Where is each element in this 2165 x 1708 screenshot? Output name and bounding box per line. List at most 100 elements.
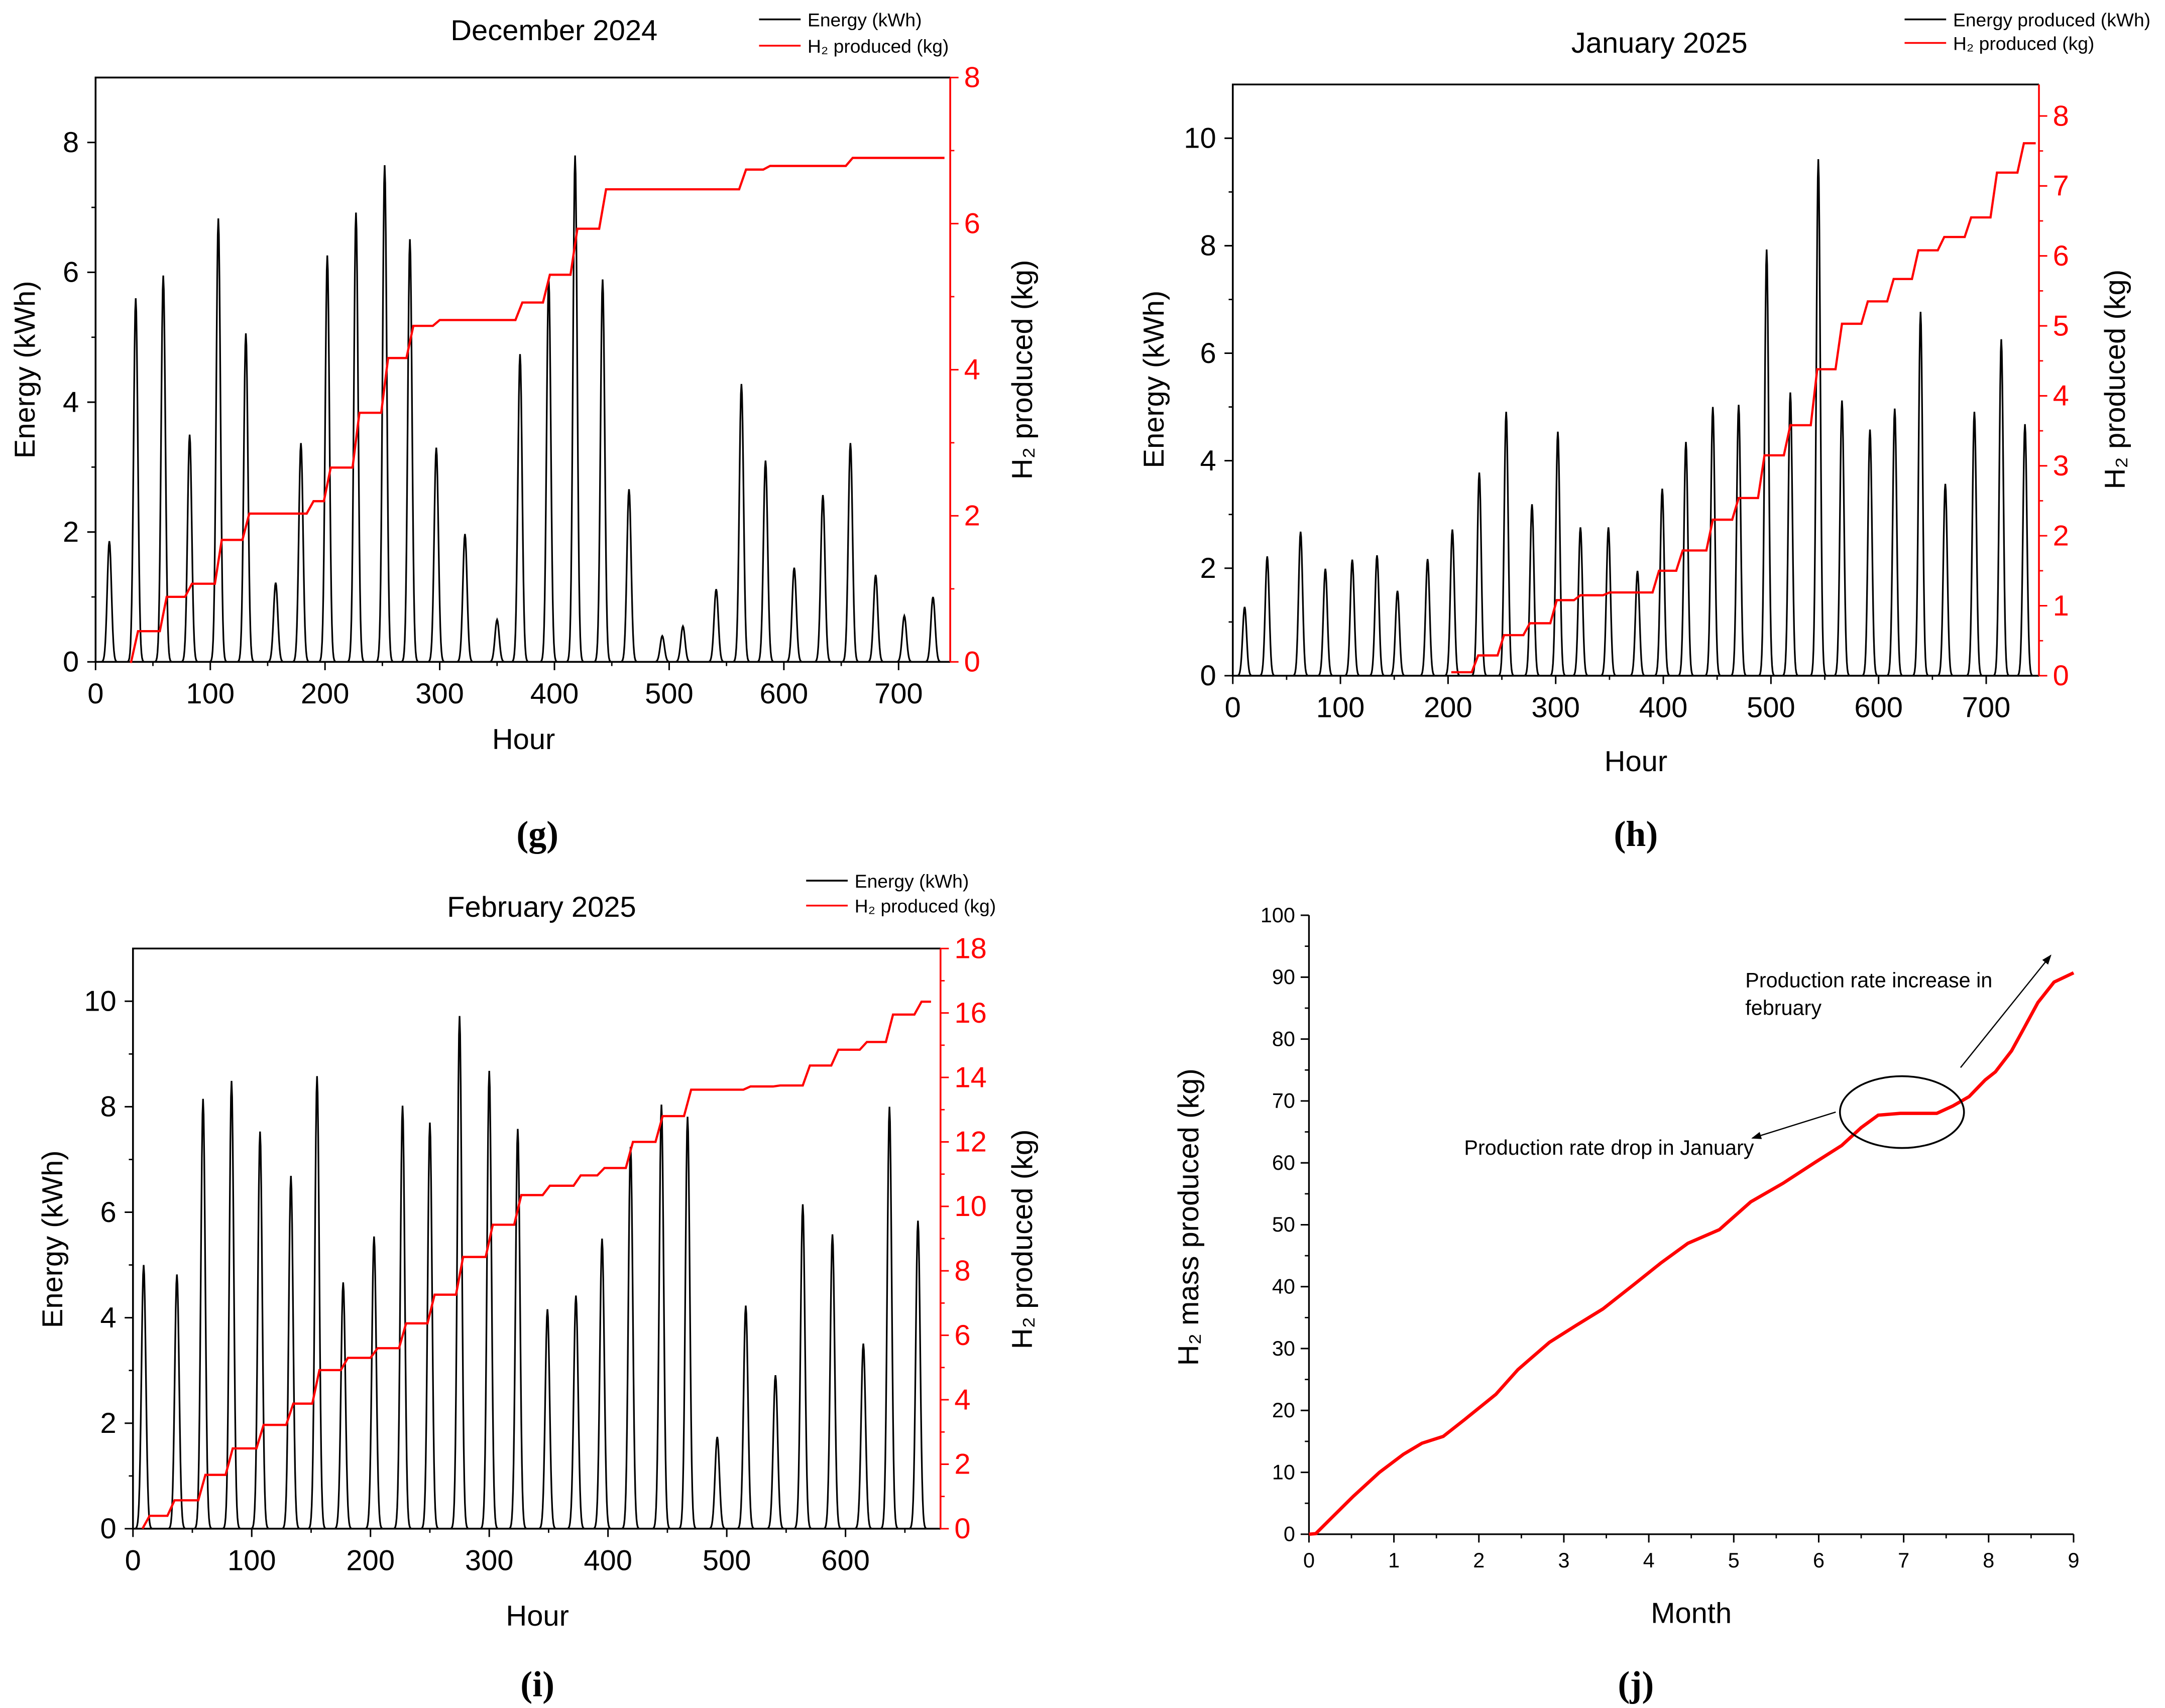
y-axis-label: H₂ mass produced (kg)	[1173, 1068, 1205, 1366]
y-tick-label: 10	[1272, 1460, 1295, 1484]
x-tick-label: 300	[465, 1545, 514, 1577]
y2-tick-label: 16	[954, 997, 986, 1029]
y2-tick-label: 12	[954, 1126, 986, 1158]
panel-label: (g)	[516, 814, 558, 854]
y-tick-label: 20	[1272, 1399, 1295, 1422]
x-tick-label: 500	[703, 1545, 751, 1577]
y2-tick-label: 2	[2053, 520, 2069, 552]
x-axis-label: Hour	[506, 1600, 569, 1632]
x-tick-label: 200	[1424, 692, 1472, 724]
y2-tick-label: 0	[954, 1513, 970, 1545]
y-tick-label: 100	[1261, 904, 1295, 927]
y2-tick-label: 1	[2053, 590, 2069, 622]
y2-tick-label: 3	[2053, 450, 2069, 482]
plot-i: 0 100 200 300 400 500 600024681002468101214161…	[84, 933, 987, 1577]
x-tick-label: 500	[645, 678, 694, 710]
panel-label: (i)	[520, 1664, 554, 1704]
annotation-arrow-drop	[1751, 1111, 1836, 1139]
x-tick-label: 9	[2068, 1549, 2079, 1572]
y2-tick-label: 8	[964, 62, 980, 94]
y2-tick-label: 6	[964, 208, 980, 240]
y2-tick-label: 2	[964, 500, 980, 532]
annotation-increase-line2: february	[1745, 997, 1821, 1020]
y-tick-label: 6	[100, 1196, 116, 1229]
x-tick-label: 300	[1531, 692, 1580, 724]
x-tick-label: 700	[1962, 692, 2011, 724]
y-tick-label: 10	[1184, 123, 1216, 155]
y-tick-label: 60	[1272, 1151, 1295, 1174]
y2-tick-label: 0	[2053, 660, 2069, 692]
y2-tick-label: 0	[964, 646, 980, 678]
x-tick-label: 0	[1303, 1549, 1315, 1572]
y2-axis-label: H₂ produced (kg)	[1006, 1130, 1039, 1350]
legend-h2-label: H₂ produced (kg)	[808, 36, 949, 57]
x-tick-label: 100	[1316, 692, 1365, 724]
annotation-drop: Production rate drop in January	[1464, 1136, 1754, 1159]
y-tick-label: 2	[63, 516, 79, 548]
y2-tick-label: 4	[2053, 380, 2069, 412]
y-tick-label: 2	[1200, 552, 1216, 584]
y2-tick-label: 2	[954, 1448, 970, 1481]
y2-tick-label: 7	[2053, 170, 2069, 202]
energy-series-line	[133, 1016, 933, 1530]
panel-label: (h)	[1614, 814, 1658, 854]
x-tick-label: 6	[1813, 1549, 1825, 1572]
y-tick-label: 6	[1200, 337, 1216, 370]
y-axis-label: Energy (kWh)	[37, 1150, 69, 1328]
h2-series-line	[1451, 142, 2036, 674]
annotation-increase-line1: Production rate increase in	[1745, 968, 1992, 992]
x-tick-label: 600	[760, 678, 809, 710]
y-tick-label: 50	[1272, 1213, 1295, 1236]
x-axis-label: Hour	[492, 723, 555, 756]
y-tick-label: 0	[1200, 660, 1216, 692]
panel-label: (j)	[1618, 1664, 1654, 1704]
legend-h2-label: H₂ produced (kg)	[1953, 33, 2094, 54]
x-tick-label: 100	[186, 678, 235, 710]
x-tick-label: 700	[874, 678, 923, 710]
y2-tick-label: 6	[954, 1319, 970, 1352]
y2-tick-label: 18	[954, 933, 986, 965]
y-tick-label: 8	[100, 1091, 116, 1123]
h2-series-line	[141, 1000, 931, 1529]
x-tick-label: 400	[530, 678, 579, 710]
y-tick-label: 10	[84, 986, 116, 1018]
y2-tick-label: 8	[2053, 100, 2069, 132]
y-tick-label: 90	[1272, 965, 1295, 989]
x-tick-label: 8	[1983, 1549, 1994, 1572]
y-tick-label: 0	[63, 646, 79, 678]
x-tick-label: 200	[346, 1545, 395, 1577]
y-tick-label: 40	[1272, 1275, 1295, 1298]
y-axis-label: Energy (kWh)	[1138, 291, 1170, 468]
x-tick-label: 500	[1747, 692, 1795, 724]
chart-title: December 2024	[450, 15, 657, 47]
y2-tick-label: 14	[954, 1061, 986, 1093]
x-axis-label: Month	[1651, 1597, 1732, 1629]
x-tick-label: 400	[1639, 692, 1688, 724]
y2-tick-label: 4	[954, 1384, 970, 1416]
x-tick-label: 100	[227, 1545, 276, 1577]
panel-j: Month H₂ mass produced (kg) Production r…	[1173, 968, 1992, 1704]
axis-frame	[94, 76, 951, 663]
x-tick-label: 2	[1473, 1549, 1485, 1572]
y2-tick-label: 10	[954, 1190, 986, 1223]
y2-tick-label: 5	[2053, 310, 2069, 342]
axis-frame	[132, 947, 941, 1530]
y-tick-label: 4	[63, 386, 79, 418]
y-tick-label: 8	[63, 127, 79, 159]
x-tick-label: 600	[1854, 692, 1903, 724]
legend-h2-label: H₂ produced (kg)	[855, 896, 996, 917]
y-tick-label: 80	[1272, 1027, 1295, 1050]
chart-title: January 2025	[1571, 27, 1748, 59]
x-tick-label: 0	[125, 1545, 141, 1577]
y-axis-label: Energy (kWh)	[9, 281, 41, 458]
h2-series-line	[130, 157, 945, 663]
x-tick-label: 200	[301, 678, 350, 710]
panel-i: February 2025 Hour Energy (kWh) H₂ produ…	[37, 871, 1039, 1704]
x-tick-label: 0	[87, 678, 103, 710]
panel-h: January 2025 Hour Energy (kWh) H₂ produc…	[1138, 9, 2150, 854]
y-tick-label: 0	[100, 1513, 116, 1545]
